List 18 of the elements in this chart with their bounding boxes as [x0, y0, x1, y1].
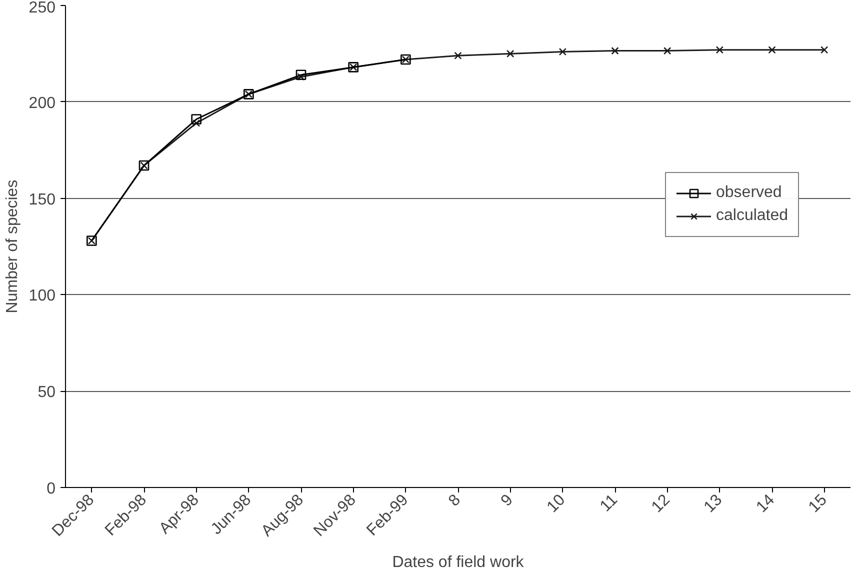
x-tick-label: 14 [753, 491, 778, 516]
y-tick-label: 200 [28, 94, 56, 112]
x-tick-label: 9 [498, 491, 516, 510]
x-tick-label: 12 [648, 491, 674, 516]
legend-label: observed [716, 184, 782, 202]
x-tick-label: 15 [806, 491, 830, 516]
y-tick-label: 150 [28, 191, 56, 208]
x-tick-label: 8 [446, 491, 464, 510]
x-axis-title: Dates of field work [392, 554, 525, 571]
y-tick-label: 250 [28, 0, 56, 16]
x-tick-label: 10 [544, 491, 569, 516]
legend-label: calculated [716, 207, 788, 225]
y-axis-title: Number of species [4, 180, 21, 314]
x-tick-label: 11 [597, 491, 622, 516]
y-tick-label: 100 [28, 288, 56, 305]
y-tick-label: 0 [46, 480, 56, 498]
y-tick-label: 50 [38, 384, 56, 402]
x-tick-label: 13 [701, 491, 726, 516]
